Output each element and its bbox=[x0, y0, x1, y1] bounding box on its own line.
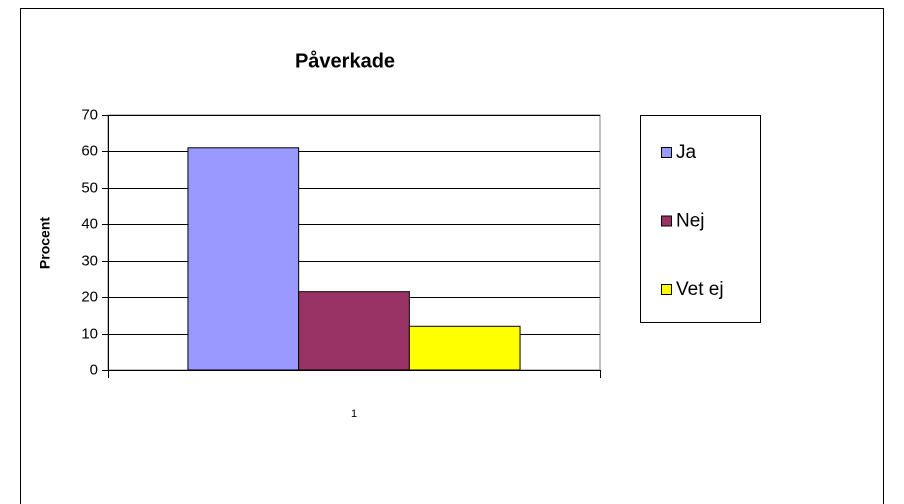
y-tick-label: 70 bbox=[81, 106, 98, 123]
legend-box bbox=[640, 115, 761, 323]
bar bbox=[298, 291, 410, 371]
legend-swatch bbox=[661, 147, 672, 158]
y-tick-label: 50 bbox=[81, 179, 98, 196]
legend-label: Ja bbox=[676, 142, 697, 163]
chart-title: Påverkade bbox=[295, 49, 395, 72]
x-tick-label: 1 bbox=[351, 408, 357, 420]
y-tick-label: 30 bbox=[81, 252, 98, 269]
y-tick-label: 60 bbox=[81, 142, 98, 159]
bar bbox=[187, 147, 300, 371]
legend-swatch bbox=[661, 215, 672, 227]
y-tick-label: 0 bbox=[90, 361, 98, 378]
legend-label: Vet ej bbox=[676, 279, 724, 300]
y-tick-label: 40 bbox=[81, 215, 98, 232]
y-tick-label: 10 bbox=[81, 325, 98, 342]
y-tick-label: 20 bbox=[81, 288, 98, 305]
legend-label: Nej bbox=[676, 211, 705, 232]
legend-swatch bbox=[661, 284, 672, 295]
bar bbox=[408, 325, 521, 371]
y-axis-label: Procent bbox=[37, 217, 53, 269]
